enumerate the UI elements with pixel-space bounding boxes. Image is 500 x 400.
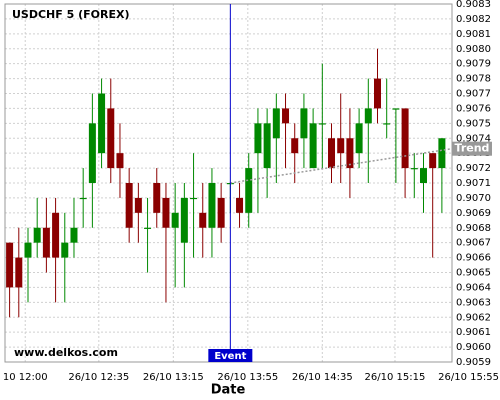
x-tick-label: 26/10 12:35 <box>68 372 129 383</box>
candle-body <box>328 138 336 169</box>
candle-body <box>116 153 124 169</box>
candle-body <box>24 242 32 258</box>
x-tick-label: 26/10 13:15 <box>143 372 204 383</box>
candle-body <box>291 138 299 154</box>
x-axis-label: Date <box>211 383 246 398</box>
event-label: Event <box>214 351 246 362</box>
candle-body <box>52 212 60 258</box>
candle-body <box>217 197 225 228</box>
candle-body <box>180 197 188 243</box>
candle-body <box>134 197 142 213</box>
candle-body <box>236 197 244 213</box>
chart-title: USDCHF 5 (FOREX) <box>12 8 129 21</box>
candle-body <box>263 123 271 169</box>
trend-label-box <box>452 141 492 156</box>
candle-body <box>401 108 409 169</box>
candle-body <box>355 123 363 154</box>
candle-body <box>199 212 207 228</box>
candle-body <box>346 138 354 169</box>
y-tick-label: 0.9078 <box>456 74 491 85</box>
y-tick-label: 0.9068 <box>456 223 491 234</box>
x-tick-label: 26/10 13:55 <box>217 372 278 383</box>
candle-body <box>374 78 381 109</box>
candle-body <box>144 227 152 229</box>
x-tick-label: 26/10 15:15 <box>365 372 426 383</box>
y-tick-label: 0.9064 <box>456 282 491 293</box>
x-tick-label: 26/10 14:35 <box>292 372 353 383</box>
x-tick-label: 26/10 15:55 <box>438 372 499 383</box>
candle-body <box>70 227 78 243</box>
candle-body <box>410 168 418 170</box>
y-tick-label: 0.9065 <box>456 268 491 279</box>
candle-body <box>61 242 69 258</box>
x-tick-label: 10 12:00 <box>3 372 48 383</box>
candle-body <box>300 108 308 139</box>
y-tick-label: 0.9074 <box>456 133 491 144</box>
candle-body <box>208 183 216 228</box>
candle-body <box>309 123 317 169</box>
y-tick-label: 0.9059 <box>456 357 491 368</box>
candle-body <box>162 197 170 228</box>
y-tick-label: 0.9061 <box>456 327 491 338</box>
trend-line <box>230 147 453 184</box>
candle-body <box>419 168 427 183</box>
y-tick-label: 0.9080 <box>456 44 491 55</box>
candle-body <box>190 197 198 200</box>
y-tick-label: 0.9063 <box>456 297 491 308</box>
candle-body <box>429 153 437 169</box>
candle-body <box>33 227 41 243</box>
candle-body <box>337 138 345 154</box>
event-label-box <box>208 349 253 362</box>
candle-body <box>383 123 391 125</box>
y-tick-label: 0.9076 <box>456 103 491 114</box>
y-tick-label: 0.9072 <box>456 163 491 174</box>
candle-body <box>125 183 133 228</box>
y-tick-label: 0.9075 <box>456 118 491 129</box>
trend-label: Trend <box>455 142 490 155</box>
candle-body <box>364 108 372 124</box>
candle-body <box>254 123 262 154</box>
candle-body <box>88 123 96 183</box>
y-tick-label: 0.9081 <box>456 29 491 40</box>
y-tick-label: 0.9083 <box>456 0 491 10</box>
candle-body <box>272 108 280 139</box>
candle-body <box>98 93 106 154</box>
candle-body <box>282 108 290 124</box>
candle-body <box>107 108 115 169</box>
candle-body <box>42 227 50 258</box>
y-tick-label: 0.9077 <box>456 89 491 100</box>
y-tick-label: 0.9066 <box>456 253 491 264</box>
candle-body <box>6 242 14 288</box>
candle-body <box>318 123 326 125</box>
candle-body <box>15 257 23 288</box>
watermark: www.delkos.com <box>14 346 118 359</box>
y-tick-label: 0.9067 <box>456 238 491 249</box>
y-tick-label: 0.9071 <box>456 178 491 189</box>
y-tick-label: 0.9079 <box>456 59 491 70</box>
candle-body <box>245 168 253 213</box>
y-tick-label: 0.9082 <box>456 14 491 25</box>
candle-body <box>392 108 400 110</box>
y-tick-label: 0.9069 <box>456 208 491 219</box>
candle-body <box>153 183 161 213</box>
candle-body <box>438 138 446 169</box>
y-tick-label: 0.9070 <box>456 193 491 204</box>
y-tick-label: 0.9060 <box>456 342 491 353</box>
candle-body <box>79 197 87 200</box>
candle-body <box>171 212 179 228</box>
y-tick-label: 0.9062 <box>456 312 491 323</box>
